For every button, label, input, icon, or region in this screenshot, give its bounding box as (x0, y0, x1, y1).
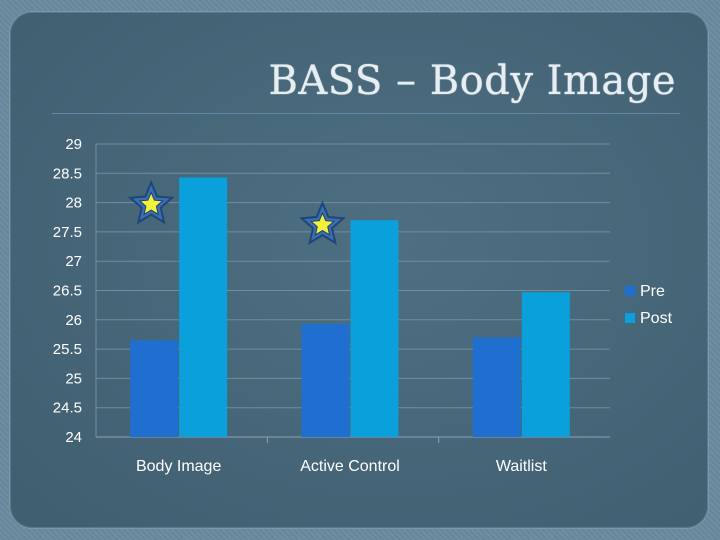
y-tick-label: 28.5 (53, 165, 82, 182)
bar-post (179, 177, 228, 438)
y-tick-label: 26 (65, 312, 82, 329)
y-tick-label: 26.5 (53, 283, 82, 300)
x-tick-label: Active Control (300, 458, 400, 475)
title-divider (52, 113, 680, 114)
slide-title: BASS – Body Image (268, 58, 676, 104)
bar-pre (301, 323, 350, 437)
y-tick-label: 24.5 (53, 400, 82, 417)
y-tick-label: 24 (65, 429, 82, 446)
y-tick-label: 27 (65, 253, 82, 270)
legend-label-post: Post (640, 310, 673, 327)
y-tick-label: 27.5 (53, 224, 82, 241)
bar-post (350, 220, 399, 437)
legend-label-pre: Pre (640, 283, 665, 300)
bar-pre (130, 340, 179, 437)
y-tick-label: 29 (65, 136, 82, 153)
legend-swatch-pre (625, 286, 635, 296)
star-marker (138, 191, 164, 216)
bar-post (521, 292, 570, 437)
bar-pre (472, 337, 521, 437)
x-tick-label: Waitlist (496, 458, 548, 475)
y-tick-label: 25 (65, 370, 82, 387)
legend-swatch-post (625, 313, 635, 323)
star-marker (309, 211, 336, 236)
y-tick-label: 25.5 (53, 341, 82, 358)
x-tick-label: Body Image (136, 458, 221, 475)
y-tick-label: 28 (65, 195, 82, 212)
